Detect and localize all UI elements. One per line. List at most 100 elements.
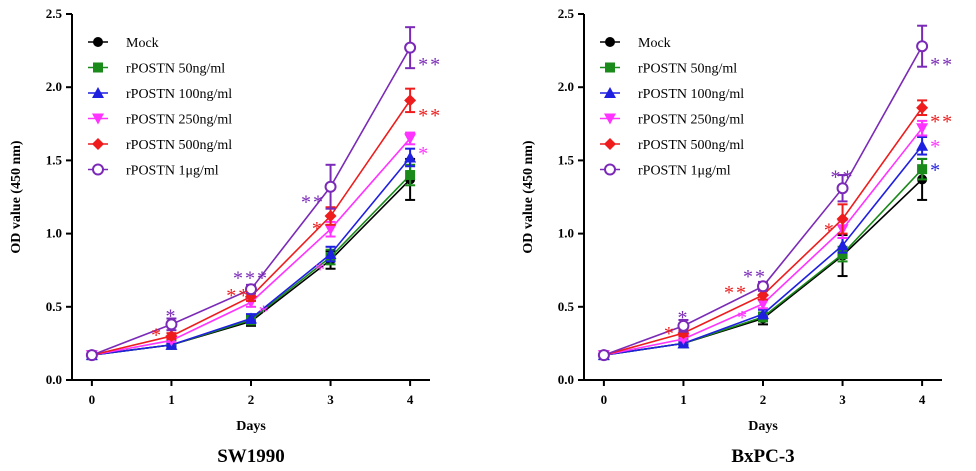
y-tick-label: 0.5 — [558, 299, 575, 314]
legend-item: rPOSTN 50ng/ml — [88, 62, 225, 77]
data-point — [405, 170, 416, 181]
data-point — [404, 41, 417, 54]
data-point — [757, 289, 769, 302]
x-tick-label: 0 — [601, 392, 608, 407]
legend-item: rPOSTN 500ng/ml — [600, 138, 744, 153]
data-point — [245, 283, 257, 296]
data-point — [916, 101, 929, 114]
significance-annotation: * — [824, 219, 836, 241]
x-tick-label: 2 — [248, 392, 255, 407]
legend-label: rPOSTN 100ng/ml — [126, 87, 232, 102]
x-tick-label: 4 — [919, 392, 926, 407]
y-tick-label: 2.5 — [558, 6, 575, 21]
series-2 — [598, 157, 928, 361]
legend-label: rPOSTN 250ng/ml — [638, 113, 744, 128]
data-point — [916, 40, 929, 53]
y-tick-label: 2.5 — [46, 6, 63, 21]
data-point — [677, 319, 690, 332]
y-tick-label: 0.0 — [558, 372, 574, 387]
legend-label: rPOSTN 100ng/ml — [638, 87, 744, 102]
x-tick-label: 1 — [680, 392, 687, 407]
y-tick-label: 1.5 — [558, 152, 575, 167]
data-point — [836, 182, 849, 195]
legend-item: rPOSTN 250ng/ml — [88, 113, 232, 128]
data-point — [916, 139, 929, 151]
legend-item: rPOSTN 500ng/ml — [88, 138, 232, 153]
data-point — [85, 349, 98, 362]
data-point — [837, 249, 848, 260]
data-point — [404, 94, 417, 107]
significance-annotation: ** — [418, 54, 442, 76]
legend: Mock rPOSTN 50ng/ml rPOSTN 100ng/ml rPOSTN … — [88, 36, 232, 179]
significance-annotation: ** — [743, 266, 767, 288]
significance-annotation: ** — [930, 54, 954, 76]
series-line — [91, 174, 411, 356]
significance-annotation: * — [418, 143, 430, 165]
legend-marker — [92, 163, 104, 176]
legend-marker — [604, 87, 616, 98]
legend-marker — [604, 113, 616, 125]
series-line — [603, 168, 923, 356]
significance-annotation: * — [151, 325, 163, 347]
legend-marker — [93, 37, 103, 47]
series-3 — [85, 147, 417, 361]
data-point — [917, 164, 928, 175]
legend-marker — [92, 138, 104, 150]
data-point — [404, 133, 417, 145]
legend-label: rPOSTN 500ng/ml — [638, 138, 744, 153]
data-point — [757, 280, 769, 293]
significance-annotation: *** — [233, 268, 269, 290]
x-axis-label: Days — [748, 419, 778, 434]
legend-label: Mock — [638, 36, 671, 51]
y-tick-label: 1.0 — [46, 226, 62, 241]
series-1 — [598, 157, 928, 361]
legend-label: Mock — [126, 36, 159, 51]
legend-marker — [604, 138, 616, 150]
data-point — [836, 239, 849, 251]
x-tick-label: 3 — [327, 392, 334, 407]
data-point — [245, 312, 257, 324]
legend-item: Mock — [600, 36, 671, 51]
y-tick-label: 2.0 — [558, 79, 574, 94]
data-point — [324, 180, 337, 193]
legend-item: rPOSTN 100ng/ml — [88, 87, 232, 102]
legend: Mock rPOSTN 50ng/ml rPOSTN 100ng/ml rPOSTN … — [600, 36, 744, 179]
significance-annotation: ** — [724, 282, 748, 304]
chart-panel-2: 0.0 0.5 1.0 1.5 2.0 2.5 0 1 2 3 4 Days OD value (450… — [521, 6, 954, 467]
y-axis-label: OD value (450 nm) — [9, 140, 24, 254]
significance-annotation: * — [315, 259, 327, 281]
legend-marker — [92, 87, 104, 98]
series-2 — [86, 163, 416, 361]
significance-annotation: * — [664, 323, 676, 345]
y-axis-label: OD value (450 nm) — [521, 140, 536, 254]
data-point — [757, 298, 769, 310]
y-tick-label: 0.5 — [46, 299, 63, 314]
legend-item: Mock — [88, 36, 159, 51]
legend-item: rPOSTN 50ng/ml — [600, 62, 737, 77]
data-point — [597, 349, 610, 362]
legend-label: rPOSTN 1μg/ml — [126, 164, 219, 179]
data-point — [916, 123, 929, 135]
y-tick-label: 2.0 — [46, 79, 62, 94]
data-point — [165, 330, 178, 343]
x-axis-label: Days — [236, 419, 266, 434]
x-tick-label: 0 — [89, 392, 96, 407]
x-tick-label: 1 — [168, 392, 175, 407]
legend-label: rPOSTN 500ng/ml — [126, 138, 232, 153]
significance-annotation: ** — [831, 167, 855, 189]
significance-annotation: ** — [930, 111, 954, 133]
legend-marker — [604, 163, 616, 176]
legend-item: rPOSTN 1μg/ml — [600, 163, 731, 179]
legend-label: rPOSTN 50ng/ml — [126, 62, 225, 77]
significance-annotation: * — [737, 307, 749, 329]
data-point — [165, 318, 178, 331]
legend-marker — [92, 113, 104, 125]
data-point — [324, 224, 337, 236]
chart-title: BxPC-3 — [731, 446, 794, 467]
data-point — [757, 308, 769, 320]
data-point — [324, 210, 337, 223]
legend-label: rPOSTN 250ng/ml — [126, 113, 232, 128]
legend-item: rPOSTN 1μg/ml — [88, 163, 219, 179]
x-tick-label: 3 — [839, 392, 846, 407]
